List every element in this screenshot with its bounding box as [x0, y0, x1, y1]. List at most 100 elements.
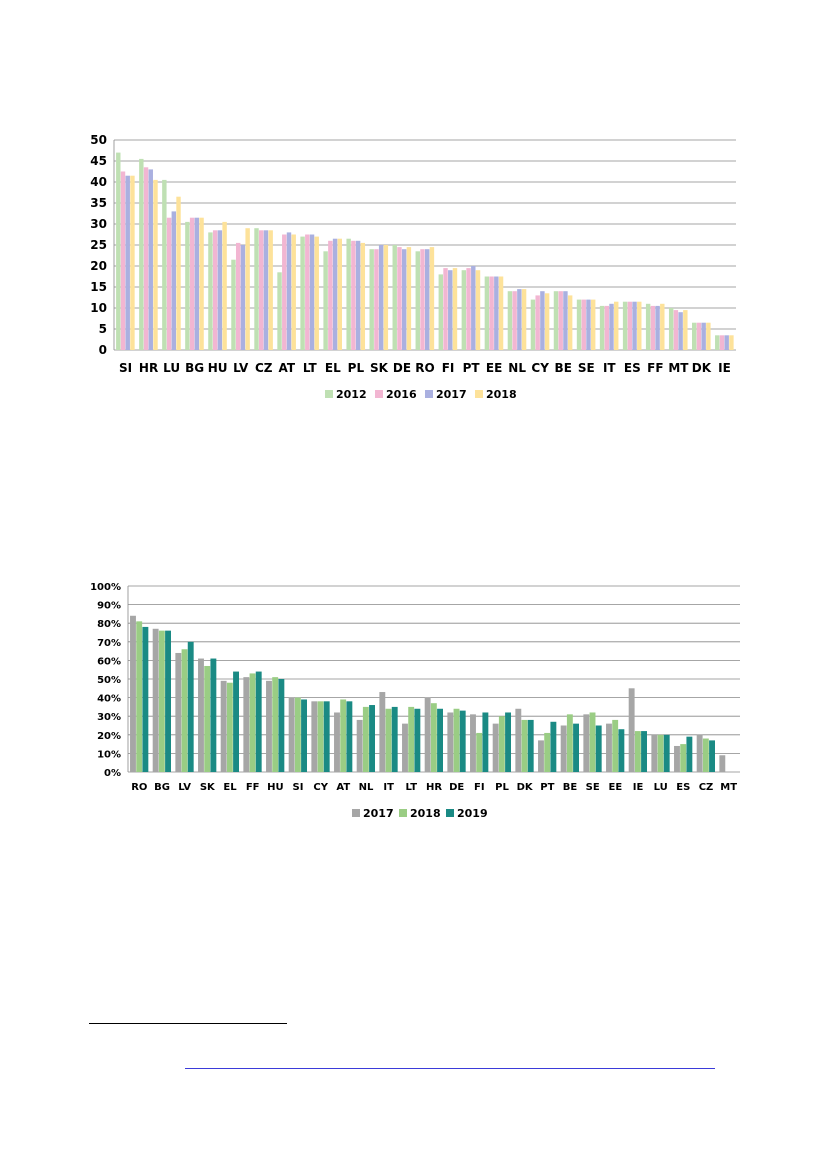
y-tick-label: 15: [90, 280, 107, 294]
bar-2017-ES: [632, 301, 637, 350]
bar-2017-DK: [701, 322, 706, 350]
bar-2017-HR: [148, 169, 153, 350]
bar-2012-EE: [484, 276, 490, 350]
bar-2017-LT: [309, 234, 315, 350]
bar-2012-CZ: [254, 228, 259, 350]
bar-2018-BG: [199, 217, 204, 350]
x-tick-label: BG: [185, 361, 204, 375]
x-tick-label: PT: [540, 782, 554, 793]
x-tick-label: DK: [517, 782, 534, 793]
x-tick-label: LU: [163, 361, 180, 375]
bar-2017-LV: [240, 245, 246, 350]
bar-2018-AT: [291, 234, 296, 350]
x-tick-label: RO: [415, 361, 434, 375]
bar-2018-HU: [222, 221, 227, 350]
bar-2018-SK: [383, 245, 389, 350]
bar-2018-BG: [158, 630, 165, 772]
legend-label: 2012: [336, 388, 367, 401]
y-tick-label: 35: [90, 196, 107, 210]
x-tick-label: HR: [426, 782, 442, 793]
bar-2019-DE: [459, 710, 466, 772]
bar-2018-EL: [226, 682, 233, 772]
bar-2018-FI: [452, 268, 458, 350]
bar-2017-IT: [609, 303, 614, 350]
bar-2017-LT: [402, 723, 408, 772]
y-tick-label: 20%: [97, 731, 121, 742]
bar-2017-SI: [288, 697, 295, 772]
x-tick-label: SI: [293, 782, 304, 793]
bar-2018-LV: [245, 228, 250, 350]
bar-2018-CY: [544, 293, 550, 350]
bar-2016-HR: [143, 167, 149, 350]
x-tick-label: HU: [208, 361, 228, 375]
chart-member-states-2012-2018: 0 5 10 15 20 25 30 35 40 45 50 SI HR LU BG HU LV CZ AT LT EL…: [90, 133, 736, 401]
bar-2016-FI: [443, 268, 448, 350]
legend-swatch-2017: [352, 809, 360, 817]
bar-2016-SI: [120, 171, 126, 350]
bar-2019-BG: [165, 630, 171, 772]
bar-2017-PL: [492, 723, 499, 772]
bar-2016-DK: [696, 322, 702, 350]
x-tick-label: BE: [555, 361, 572, 375]
x-tick-label: IE: [718, 361, 731, 375]
x-tick-label: HU: [267, 782, 284, 793]
bar-2016-CZ: [259, 230, 264, 350]
bar-2019-EE: [618, 729, 625, 772]
bar-2012-AT: [277, 272, 282, 350]
bar-2017-EL: [220, 680, 227, 772]
bar-2018-DE: [406, 247, 412, 350]
bar-2017-HR: [424, 697, 431, 772]
bar-2017-AT: [286, 232, 292, 350]
bar-2017-FF: [655, 305, 660, 350]
x-tick-label: MT: [720, 782, 737, 793]
bar-2017-HU: [217, 230, 223, 350]
bar-2016-SE: [581, 299, 586, 350]
bar-2018-HU: [272, 677, 279, 772]
bar-2018-DK: [706, 322, 711, 350]
bar-2018-MT: [683, 310, 688, 350]
legend-label: 2016: [386, 388, 417, 401]
bar-2018-SE: [590, 299, 596, 350]
footnote-link[interactable]: [185, 1068, 715, 1069]
y-tick-label: 50: [90, 133, 107, 147]
y-tick-label: 80%: [97, 619, 121, 630]
bar-2018-LU: [657, 734, 664, 772]
bar-2017-PT: [471, 266, 476, 350]
x-tick-label: AT: [336, 782, 350, 793]
x-tick-label: IT: [383, 782, 394, 793]
bar-2016-PT: [466, 268, 471, 350]
bar-2019-PT: [550, 721, 557, 772]
bar-2018-DE: [453, 708, 460, 772]
x-tick-label: CZ: [699, 782, 714, 793]
bar-2016-FF: [650, 305, 656, 350]
bar-2016-SK: [374, 249, 379, 350]
legend-swatch-2019: [446, 809, 454, 817]
y-tick-label: 50%: [97, 675, 121, 686]
bar-2017-LV: [175, 652, 182, 772]
bar-2018-SI: [130, 175, 135, 350]
y-tick-label: 20: [90, 259, 107, 273]
y-tick-label: 10%: [97, 749, 121, 760]
bar-2018-EL: [337, 238, 342, 350]
bar-2017-IE: [628, 688, 635, 772]
bar-2018-CZ: [268, 230, 273, 350]
bar-2016-LT: [305, 234, 310, 350]
bar-2018-ES: [637, 301, 642, 350]
legend-label: 2017: [436, 388, 467, 401]
legend-label: 2018: [410, 807, 441, 820]
bar-2018-RO: [429, 247, 435, 350]
bar-2018-LV: [181, 649, 188, 772]
bar-2017-FI: [470, 714, 476, 772]
x-tick-label: FF: [647, 361, 663, 375]
x-tick-label: EE: [608, 782, 622, 793]
x-tick-label: ES: [676, 782, 690, 793]
x-tick-label: PL: [495, 782, 509, 793]
y-tick-label: 45: [90, 154, 107, 168]
bar-2019-IE: [641, 731, 647, 772]
x-tick-label: LV: [233, 361, 249, 375]
x-tick-label: BE: [563, 782, 578, 793]
bar-2017-SI: [125, 175, 130, 350]
bar-2018-EE: [498, 276, 504, 350]
x-tick-label: EL: [223, 782, 237, 793]
legend-swatch-2012: [325, 390, 333, 398]
